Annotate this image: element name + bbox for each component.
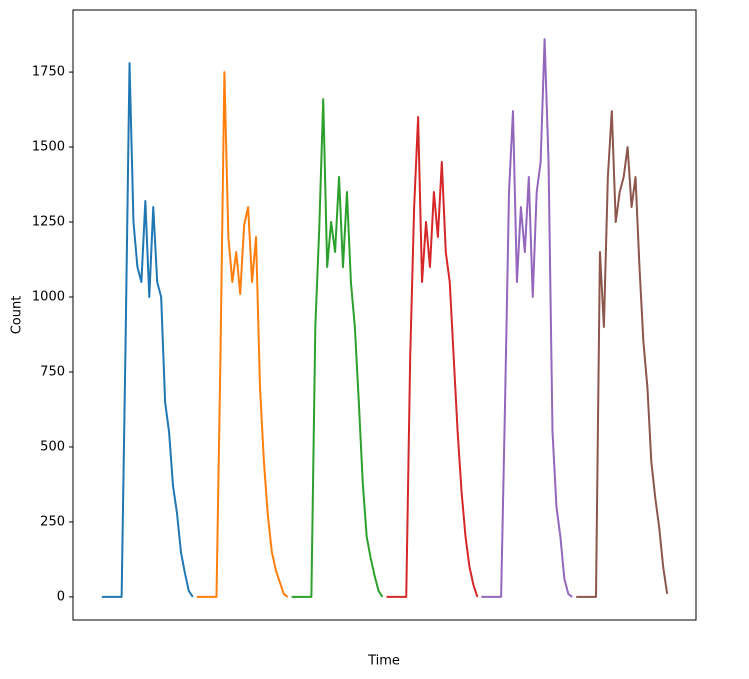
series-line	[386, 116, 479, 598]
y-tick-label: 1750	[32, 65, 65, 80]
y-tick-label: 1000	[32, 290, 65, 305]
y-tick-label: 250	[40, 514, 65, 529]
plot-frame	[72, 9, 697, 621]
series-line	[576, 110, 669, 598]
y-tick-label: 500	[40, 439, 65, 454]
y-tick-label: 1250	[32, 215, 65, 230]
y-axis-label: Count	[10, 296, 25, 335]
series-line	[101, 62, 194, 598]
y-tick-label: 750	[40, 364, 65, 379]
series-line	[291, 98, 384, 598]
y-tick-label: 1500	[32, 140, 65, 155]
y-tick-label: 0	[57, 589, 65, 604]
series-line	[481, 38, 573, 598]
x-axis-label: Time	[367, 654, 400, 669]
series-line	[196, 71, 289, 598]
